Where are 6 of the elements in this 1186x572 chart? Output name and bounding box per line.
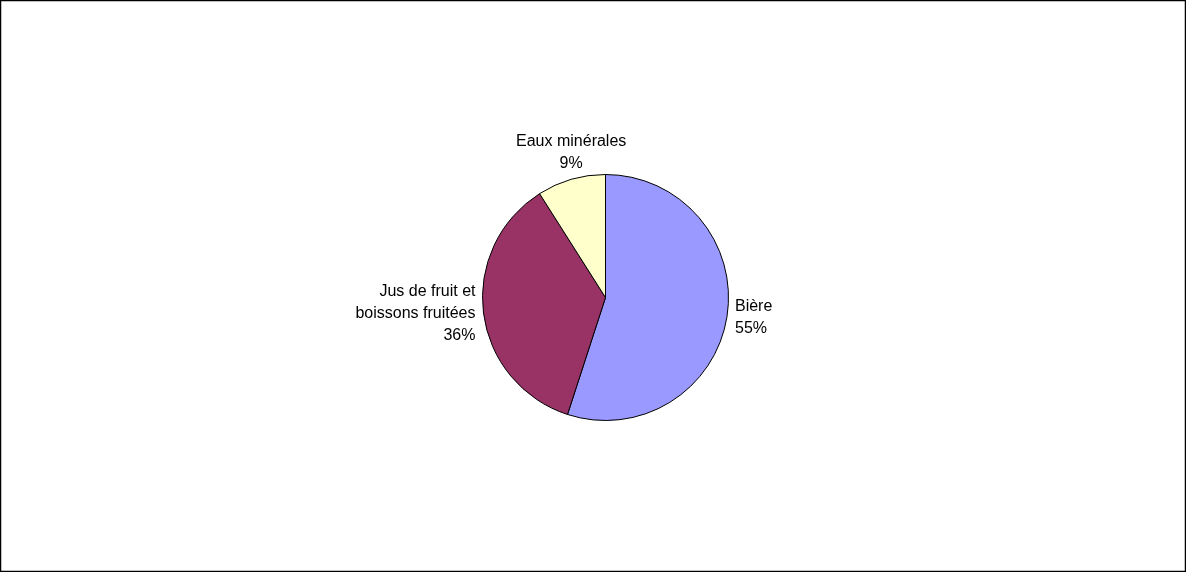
data-label: 55% bbox=[734, 319, 768, 337]
slice-label: Jus de fruit et boissons fruitées bbox=[355, 282, 477, 322]
slice-label: Bière bbox=[734, 297, 773, 315]
data-label: 9% bbox=[559, 153, 583, 171]
data-label: 36% bbox=[443, 326, 476, 344]
slice-label: Eaux minérales bbox=[516, 131, 627, 149]
